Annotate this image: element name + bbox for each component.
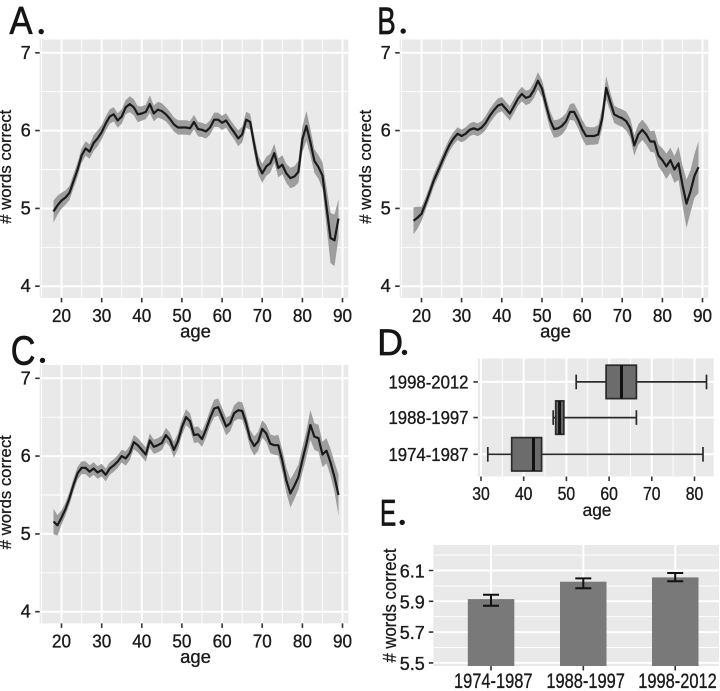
svg-text:4: 4 — [21, 602, 31, 622]
svg-text:30: 30 — [452, 305, 471, 326]
svg-text:E: E — [380, 493, 396, 534]
svg-text:40: 40 — [132, 631, 151, 652]
svg-text:60: 60 — [213, 631, 232, 652]
svg-text:40: 40 — [132, 305, 151, 326]
svg-text:6: 6 — [381, 121, 391, 141]
svg-text:5: 5 — [21, 198, 31, 218]
svg-text:5.5: 5.5 — [400, 654, 425, 674]
svg-text:90: 90 — [333, 631, 352, 652]
svg-text:1974-1987: 1974-1987 — [454, 670, 533, 691]
svg-text:A: A — [10, 0, 33, 43]
svg-text:40: 40 — [515, 484, 533, 504]
svg-text:70: 70 — [253, 631, 272, 652]
svg-text:1988-1997: 1988-1997 — [389, 408, 469, 428]
svg-text:70: 70 — [253, 305, 272, 326]
svg-text:age: age — [180, 321, 211, 342]
svg-text:5: 5 — [381, 198, 391, 218]
svg-text:50: 50 — [172, 305, 191, 326]
svg-text:40: 40 — [492, 305, 511, 326]
svg-text:C: C — [11, 327, 36, 373]
svg-text:5: 5 — [21, 524, 31, 544]
svg-text:30: 30 — [92, 305, 111, 326]
svg-text:80: 80 — [293, 305, 312, 326]
svg-text:50: 50 — [533, 305, 552, 326]
svg-text:1998-2012: 1998-2012 — [389, 372, 469, 392]
svg-text:# words correct: # words correct — [0, 435, 15, 549]
svg-text:6.1: 6.1 — [400, 562, 425, 582]
svg-text:B: B — [377, 1, 396, 43]
svg-text:1988-1997: 1988-1997 — [546, 670, 625, 691]
svg-text:70: 70 — [643, 484, 661, 504]
svg-text:4: 4 — [21, 276, 31, 296]
svg-text:7: 7 — [21, 43, 31, 63]
svg-text:60: 60 — [573, 305, 592, 326]
svg-text:5.9: 5.9 — [400, 592, 425, 612]
svg-text:20: 20 — [52, 305, 71, 326]
svg-text:1974-1987: 1974-1987 — [389, 445, 469, 465]
svg-text:80: 80 — [653, 305, 672, 326]
svg-text:50: 50 — [172, 631, 191, 652]
svg-text:1998-2012: 1998-2012 — [638, 670, 717, 691]
svg-text:60: 60 — [600, 484, 618, 504]
svg-text:6: 6 — [21, 446, 31, 466]
svg-text:# words correct: # words correct — [380, 549, 400, 663]
svg-text:age: age — [540, 321, 571, 342]
svg-text:7: 7 — [381, 43, 391, 63]
svg-text:90: 90 — [333, 305, 352, 326]
svg-text:30: 30 — [92, 631, 111, 652]
svg-text:30: 30 — [472, 484, 490, 504]
svg-text:80: 80 — [686, 484, 704, 504]
svg-text:# words correct: # words correct — [0, 109, 15, 223]
svg-text:60: 60 — [213, 305, 232, 326]
svg-text:D: D — [377, 322, 403, 363]
svg-text:age: age — [583, 500, 612, 520]
svg-text:50: 50 — [558, 484, 576, 504]
svg-text:80: 80 — [293, 631, 312, 652]
svg-text:90: 90 — [693, 305, 712, 326]
svg-text:4: 4 — [381, 276, 391, 296]
svg-text:6: 6 — [21, 121, 31, 141]
svg-text:7: 7 — [21, 368, 31, 388]
svg-text:# words correct: # words correct — [356, 109, 375, 223]
svg-text:age: age — [180, 646, 211, 667]
svg-text:20: 20 — [52, 631, 71, 652]
svg-text:20: 20 — [412, 305, 431, 326]
svg-text:5.7: 5.7 — [400, 623, 425, 643]
svg-text:70: 70 — [613, 305, 632, 326]
